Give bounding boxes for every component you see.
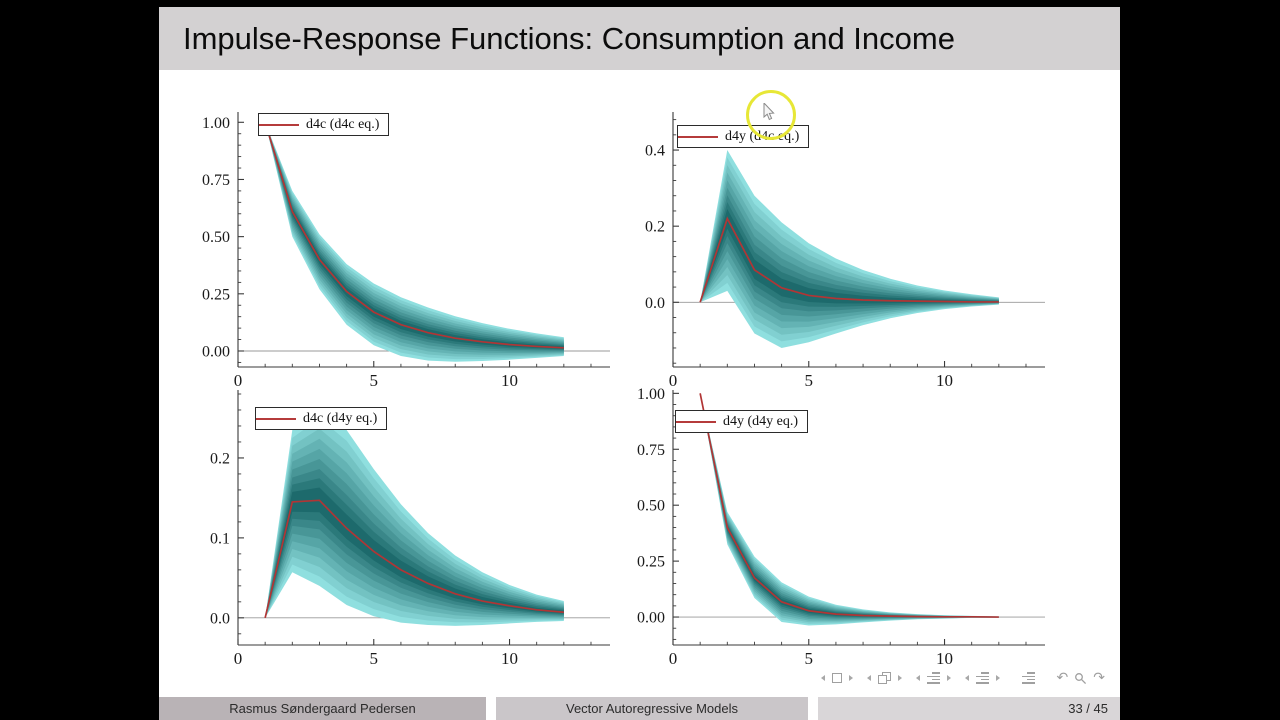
legend-line-sample: [678, 135, 718, 138]
go-forward-icon[interactable]: ↷: [1093, 670, 1105, 686]
next-slide-icon[interactable]: [848, 675, 853, 681]
svg-text:5: 5: [370, 371, 379, 390]
next-frame-icon[interactable]: [897, 675, 902, 681]
prev-section-icon[interactable]: [915, 675, 920, 681]
go-back-icon[interactable]: ↶: [1056, 670, 1069, 686]
svg-text:0.75: 0.75: [202, 172, 230, 189]
subsection-icon[interactable]: [975, 672, 989, 684]
svg-text:0.2: 0.2: [210, 450, 230, 467]
slide-icon[interactable]: [831, 673, 842, 683]
svg-text:0.75: 0.75: [637, 442, 665, 459]
chart-d4y-d4c: 0.4 0.2 0.0 0 5 10: [619, 100, 1089, 400]
legend-d4c-d4c: d4c (d4c eq.): [258, 113, 390, 136]
svg-text:0: 0: [234, 649, 243, 668]
chart-d4y-d4c-canvas: 0.4 0.2 0.0 0 5 10: [645, 112, 1045, 390]
svg-text:1.00: 1.00: [637, 386, 665, 403]
slide: Impulse-Response Functions: Consumption …: [159, 7, 1120, 720]
svg-text:0.2: 0.2: [645, 219, 665, 236]
legend-label: d4y (d4y eq.): [723, 413, 799, 429]
legend-label: d4c (d4c eq.): [306, 116, 380, 132]
legend-d4y-d4y: d4y (d4y eq.): [675, 410, 809, 433]
frame-icon[interactable]: [877, 672, 891, 684]
svg-text:0: 0: [234, 371, 243, 390]
footer-author-box: Rasmus Søndergaard Pedersen: [159, 697, 486, 720]
prev-frame-icon[interactable]: [866, 675, 871, 681]
svg-text:5: 5: [805, 649, 814, 668]
svg-text:0.1: 0.1: [210, 530, 230, 547]
svg-text:5: 5: [370, 649, 379, 668]
section-icon[interactable]: [926, 672, 940, 684]
prev-subsection-icon[interactable]: [964, 675, 969, 681]
footer-presentation-title: Vector Autoregressive Models: [566, 701, 738, 716]
chart-d4c-d4c-canvas: 1.00 0.75 0.50 0.25 0.000 5 10: [202, 112, 610, 390]
svg-text:0.25: 0.25: [637, 554, 665, 571]
chart-d4c-d4c: 1.00 0.75 0.50 0.25 0.00 0 5 10: [184, 100, 654, 400]
footer-author: Rasmus Søndergaard Pedersen: [229, 701, 416, 716]
legend-line-sample: [256, 417, 296, 420]
search-icon[interactable]: [1074, 672, 1087, 685]
mouse-cursor-icon: [763, 103, 775, 121]
svg-text:0.50: 0.50: [202, 229, 230, 246]
svg-text:0.0: 0.0: [645, 295, 665, 312]
legend-label: d4c (d4y eq.): [303, 410, 378, 426]
svg-text:0.4: 0.4: [645, 143, 665, 160]
footer-page-box: 33 / 45: [818, 697, 1120, 720]
legend-line-sample: [676, 420, 716, 423]
appendix-icon[interactable]: [1021, 672, 1035, 684]
beamer-navigation-bar: ↶ ↷: [820, 670, 1105, 686]
svg-text:10: 10: [936, 371, 953, 390]
legend-d4c-d4y: d4c (d4y eq.): [255, 407, 388, 430]
svg-text:0.50: 0.50: [637, 498, 665, 515]
next-section-icon[interactable]: [946, 675, 951, 681]
svg-text:10: 10: [501, 371, 518, 390]
svg-text:0: 0: [669, 371, 678, 390]
slide-title-banner: Impulse-Response Functions: Consumption …: [159, 7, 1120, 70]
footer-page-number: 33 / 45: [1068, 701, 1108, 716]
svg-text:0.0: 0.0: [210, 610, 230, 627]
svg-text:10: 10: [936, 649, 953, 668]
next-subsection-icon[interactable]: [995, 675, 1000, 681]
chart-d4y-d4y-canvas: 1.00 0.75 0.50 0.25 0.00 0 5 10: [637, 386, 1045, 668]
svg-text:0.00: 0.00: [637, 610, 665, 627]
cursor-highlight-ring: [746, 90, 796, 140]
chart-d4y-d4y: 1.00 0.75 0.50 0.25 0.00 0 5 10: [619, 378, 1089, 678]
footer-title-box: Vector Autoregressive Models: [496, 697, 808, 720]
svg-text:0.25: 0.25: [202, 286, 230, 303]
chart-d4c-d4y: 0.2 0.1 0.0 0 5 10: [184, 378, 654, 678]
svg-text:0: 0: [669, 649, 678, 668]
svg-text:1.00: 1.00: [202, 115, 230, 132]
chart-d4c-d4y-canvas: 0.2 0.1 0.0 0 5 10: [210, 390, 610, 668]
legend-line-sample: [259, 123, 299, 126]
svg-text:10: 10: [501, 649, 518, 668]
prev-slide-icon[interactable]: [820, 675, 825, 681]
svg-text:5: 5: [805, 371, 814, 390]
page-title: Impulse-Response Functions: Consumption …: [183, 20, 955, 56]
footline: Rasmus Søndergaard Pedersen Vector Autor…: [159, 697, 1120, 720]
svg-text:0.00: 0.00: [202, 343, 230, 360]
